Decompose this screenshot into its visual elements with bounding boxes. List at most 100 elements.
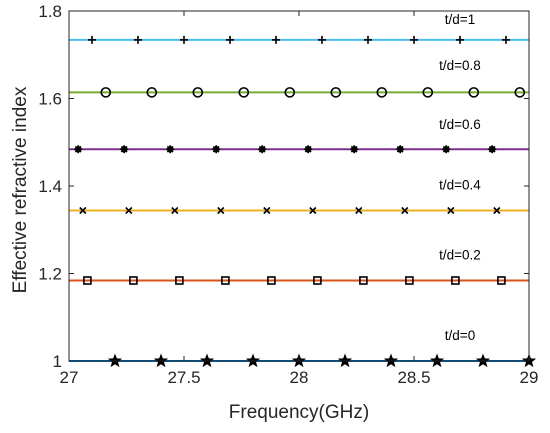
- series-t-d-0-2-marker-shape: [267, 276, 276, 285]
- series-t-d-0-8-marker: [192, 87, 204, 98]
- series-label: t/d=0.4: [439, 178, 481, 193]
- series-t-d-0-8-marker-shape: [514, 87, 526, 98]
- series-t-d-0-4-marker: [401, 206, 409, 215]
- series-t-d-0-2-marker-shape: [83, 276, 92, 285]
- series-label: t/d=1: [445, 12, 475, 27]
- series-t-d-0-4-marker-stroke-b: [79, 206, 87, 215]
- series-t-d-0-8-marker-shape: [376, 87, 388, 98]
- series-t-d-0-2-marker: [175, 276, 184, 285]
- axes: 27 27.5 28 28.5 29 1 1.2 1.4 1.6 1.8: [38, 2, 538, 387]
- series-t-d-1-marker: [502, 35, 510, 44]
- series-t-d-0-marker-shape: [153, 353, 169, 368]
- series-t-d-0-4-marker-stroke-b: [401, 206, 409, 215]
- series-t-d-0-6-marker: [212, 145, 221, 154]
- series-t-d-0-4-marker-stroke-b: [447, 206, 455, 215]
- series-t-d-0-6-marker-ray: [488, 145, 496, 153]
- series-t-d-0-2-marker: [221, 276, 230, 285]
- series-t-d-0-4-marker-stroke-b: [217, 206, 225, 215]
- series-t-d-0-marker-shape: [429, 353, 445, 368]
- series-t-d-0-2-marker-shape: [359, 276, 368, 285]
- series-label: t/d=0.8: [439, 58, 481, 73]
- series-t-d-0-4-marker: [263, 206, 271, 215]
- series-t-d-0-4-marker: [171, 206, 179, 215]
- series-label: t/d=0.2: [439, 248, 481, 263]
- series-t-d-0-6-marker-ray: [304, 145, 312, 153]
- series-t-d-0-6-marker: [258, 145, 267, 154]
- x-tick-label: 28: [290, 368, 309, 387]
- series-label: t/d=0: [445, 328, 475, 343]
- series-t-d-0-2-marker: [267, 276, 276, 285]
- series-t-d-0-6-marker-ray: [258, 145, 266, 153]
- series-t-d-0-8-marker-shape: [468, 87, 480, 98]
- series-t-d-0-2-marker-shape: [175, 276, 184, 285]
- series-t-d-0-2-marker: [129, 276, 138, 285]
- series-t-d-0-marker: [383, 353, 399, 368]
- series-t-d-0-8-marker: [422, 87, 434, 98]
- series-t-d-0-8-marker-shape: [284, 87, 296, 98]
- series-t-d-0-8-marker: [284, 87, 296, 98]
- series-t-d-1-marker: [134, 35, 142, 44]
- series-t-d-0-marker-shape: [245, 353, 261, 368]
- series-t-d-0-2-marker: [405, 276, 414, 285]
- series-t-d-0-6-marker: [488, 145, 497, 154]
- series-t-d-0-2-marker-shape: [497, 276, 506, 285]
- series-t-d-0-2-marker-shape: [129, 276, 138, 285]
- x-tick-label: 27.5: [167, 368, 200, 387]
- series-t-d-0-4-marker: [79, 206, 87, 215]
- series-t-d-0-marker: [429, 353, 445, 368]
- series-t-d-0-2-marker: [451, 276, 460, 285]
- series-t-d-0-4-marker: [355, 206, 363, 215]
- series-t-d-1-marker: [272, 35, 280, 44]
- series-t-d-0-2-marker: [497, 276, 506, 285]
- series-t-d-0-6-marker: [120, 145, 129, 154]
- series-t-d-0-2-marker: [359, 276, 368, 285]
- series-t-d-0-4-marker-stroke-b: [263, 206, 271, 215]
- series-t-d-0-6-marker-ray: [120, 145, 128, 153]
- series-t-d-0-marker: [245, 353, 261, 368]
- series-t-d-0-8-marker: [330, 87, 342, 98]
- series-t-d-0-6-marker-ray: [396, 145, 404, 153]
- series-t-d-0-4-marker: [493, 206, 501, 215]
- series-t-d-0-marker-shape: [107, 353, 123, 368]
- series-t-d-0-2-marker: [313, 276, 322, 285]
- series-t-d-0-4-marker-stroke-b: [125, 206, 133, 215]
- y-tick-label: 1.4: [38, 177, 62, 196]
- y-tick-label: 1.6: [38, 90, 62, 109]
- series-t-d-1-marker: [318, 35, 326, 44]
- x-axis-title: Frequency(GHz): [229, 402, 369, 423]
- y-tick-label: 1: [53, 352, 62, 371]
- series-t-d-0-8-marker: [468, 87, 480, 98]
- series-t-d-0-4-marker: [447, 206, 455, 215]
- series-t-d-0-2-marker-shape: [451, 276, 460, 285]
- series-t-d-1-marker: [456, 35, 464, 44]
- series-t-d-0-4-marker-stroke-b: [171, 206, 179, 215]
- series-t-d-0-2-marker: [83, 276, 92, 285]
- series-t-d-0-marker: [199, 353, 215, 368]
- series-t-d-1-marker: [410, 35, 418, 44]
- series-t-d-0-marker: [475, 353, 491, 368]
- series-t-d-0-6-marker-ray: [350, 145, 358, 153]
- series-t-d-0-marker: [107, 353, 123, 368]
- series-t-d-0-4-marker: [217, 206, 225, 215]
- series-t-d-0-8-marker-shape: [100, 87, 112, 98]
- series-t-d-1-marker: [88, 35, 96, 44]
- y-tick-label: 1.2: [38, 265, 62, 284]
- x-tick-label: 28.5: [397, 368, 430, 387]
- series-t-d-0-6-marker: [304, 145, 313, 154]
- series-t-d-0-marker: [153, 353, 169, 368]
- series-t-d-0-4-marker-stroke-b: [309, 206, 317, 215]
- series-t-d-0-6-marker-ray: [74, 145, 82, 153]
- series-t-d-0-8-marker: [514, 87, 526, 98]
- series-t-d-0-2-marker-shape: [405, 276, 414, 285]
- series-t-d-0-8-marker-shape: [422, 87, 434, 98]
- series-t-d-0-6-marker: [396, 145, 405, 154]
- series-t-d-0-6-marker-ray: [166, 145, 174, 153]
- series-t-d-0-6-marker: [166, 145, 175, 154]
- series-t-d-0-marker-shape: [475, 353, 491, 368]
- series-t-d-0-8-marker-shape: [146, 87, 158, 98]
- series-t-d-0-4-marker: [125, 206, 133, 215]
- series-t-d-0-4-marker-stroke-b: [355, 206, 363, 215]
- series-t-d-0-6-marker: [350, 145, 359, 154]
- x-tick-label: 27: [60, 368, 79, 387]
